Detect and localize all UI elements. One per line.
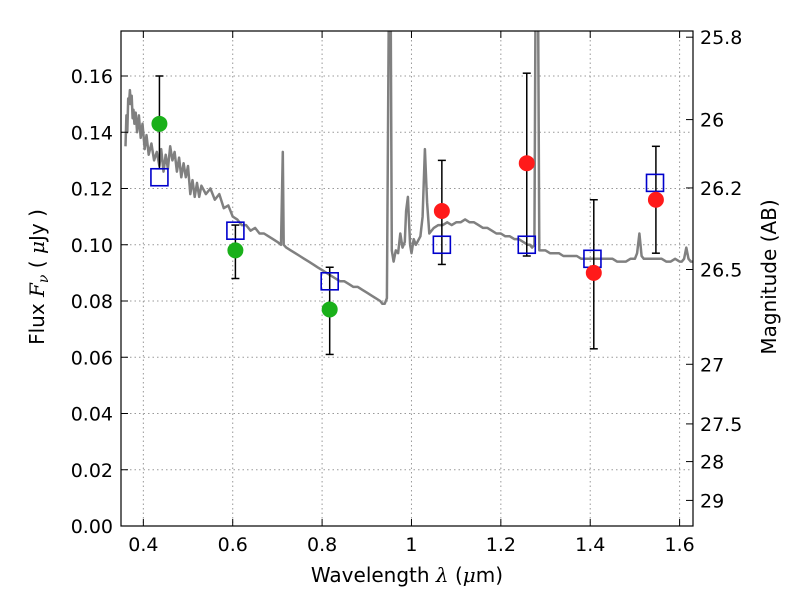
y-tick-label: 0.16 xyxy=(71,66,113,88)
y-tick-label: 0.02 xyxy=(71,460,113,482)
red-data-point xyxy=(518,155,535,172)
red-data-point xyxy=(585,264,602,281)
model-spectrum-line xyxy=(124,31,693,306)
y2-tick-label: 26.5 xyxy=(700,260,742,282)
green-data-point xyxy=(151,115,168,132)
x-tick-label: 0.8 xyxy=(307,534,337,556)
y-axis-title: Flux Fν ( μJy ) xyxy=(25,209,52,345)
y-axis-ticks: 0.00 0.02 0.04 0.06 0.08 0.10 0.12 0.14 0.16 xyxy=(71,66,128,538)
red-data-point xyxy=(647,191,664,208)
x-tick-label: 1 xyxy=(405,534,417,556)
green-data-point xyxy=(227,242,244,259)
y-tick-label: 0.12 xyxy=(71,179,113,201)
plot-area xyxy=(124,31,693,356)
y-tick-label: 0.10 xyxy=(71,235,113,257)
green-data-point xyxy=(321,301,338,318)
y2-tick-label: 25.8 xyxy=(700,27,742,49)
model-box-marker xyxy=(645,173,665,193)
model-box-marker xyxy=(517,235,537,255)
x-tick-label: 1.4 xyxy=(575,534,605,556)
y-tick-label: 0.00 xyxy=(71,516,113,538)
gridlines xyxy=(121,31,693,527)
y-tick-label: 0.14 xyxy=(71,122,113,144)
model-box-marker xyxy=(226,221,245,240)
model-box-marker xyxy=(150,167,169,187)
y-tick-label: 0.08 xyxy=(71,291,113,313)
observed-photometry-points xyxy=(151,115,664,318)
x-tick-label: 0.6 xyxy=(218,534,248,556)
x-tick-label: 0.4 xyxy=(128,534,158,556)
errorbars xyxy=(155,72,660,356)
right-magnitude-axis-ticks: 25.8 26 26.2 26.5 27 27.5 28 29 xyxy=(686,27,742,512)
model-box-marker xyxy=(320,272,339,291)
plot-frame xyxy=(120,30,694,527)
x-tick-label: 1.6 xyxy=(664,534,694,556)
y2-tick-label: 27 xyxy=(700,354,724,376)
y2-axis-title: Magnitude (AB) xyxy=(757,199,781,354)
red-data-point xyxy=(433,203,450,219)
x-axis-ticks: 0.4 0.6 0.8 1 1.2 1.4 1.6 xyxy=(128,31,695,556)
y2-tick-label: 26.2 xyxy=(700,178,742,200)
y2-tick-label: 27.5 xyxy=(700,414,742,436)
model-photometry-boxes xyxy=(150,167,665,291)
y2-tick-label: 29 xyxy=(700,490,724,512)
y2-tick-label: 28 xyxy=(700,452,724,474)
model-box-marker xyxy=(432,235,452,255)
y-tick-label: 0.06 xyxy=(71,347,113,369)
y2-tick-label: 26 xyxy=(700,110,724,132)
y-tick-label: 0.04 xyxy=(71,404,113,426)
x-axis-title: Wavelength λ (μm) xyxy=(311,563,503,587)
x-tick-label: 1.2 xyxy=(486,534,516,556)
